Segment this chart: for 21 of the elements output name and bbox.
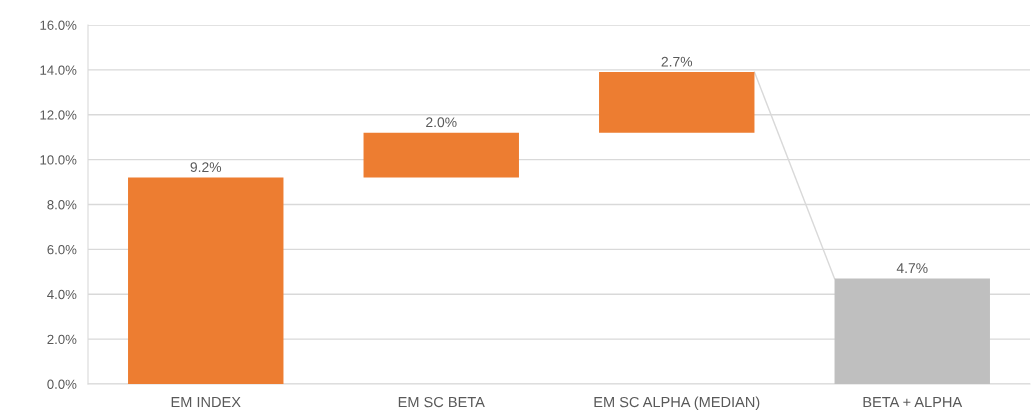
x-tick-label: EM SC ALPHA (MEDIAN) bbox=[594, 396, 760, 411]
y-tick-label: 2.0% bbox=[47, 334, 77, 345]
bar bbox=[599, 72, 755, 133]
y-tick-label: 4.0% bbox=[47, 289, 77, 300]
data-label: 4.7% bbox=[896, 263, 928, 273]
y-tick-label: 12.0% bbox=[40, 110, 77, 120]
x-tick-label: EM SC BETA bbox=[398, 396, 485, 408]
y-tick-label: 0.0% bbox=[47, 379, 77, 389]
y-tick-label: 16.0% bbox=[40, 20, 77, 30]
x-tick-label: EM INDEX bbox=[171, 397, 241, 408]
y-tick-label: 8.0% bbox=[47, 200, 77, 210]
y-tick-label: 14.0% bbox=[40, 65, 77, 75]
data-label: 2.7% bbox=[661, 56, 693, 67]
bar bbox=[363, 132, 519, 178]
bar bbox=[834, 278, 990, 384]
x-tick-label: BETA + ALPHA bbox=[863, 397, 963, 408]
bar bbox=[128, 177, 284, 384]
data-label: 2.0% bbox=[426, 117, 457, 128]
y-tick-label: 6.0% bbox=[47, 244, 77, 255]
y-tick-label: 10.0% bbox=[40, 155, 77, 165]
data-label: 9.2% bbox=[190, 162, 222, 173]
